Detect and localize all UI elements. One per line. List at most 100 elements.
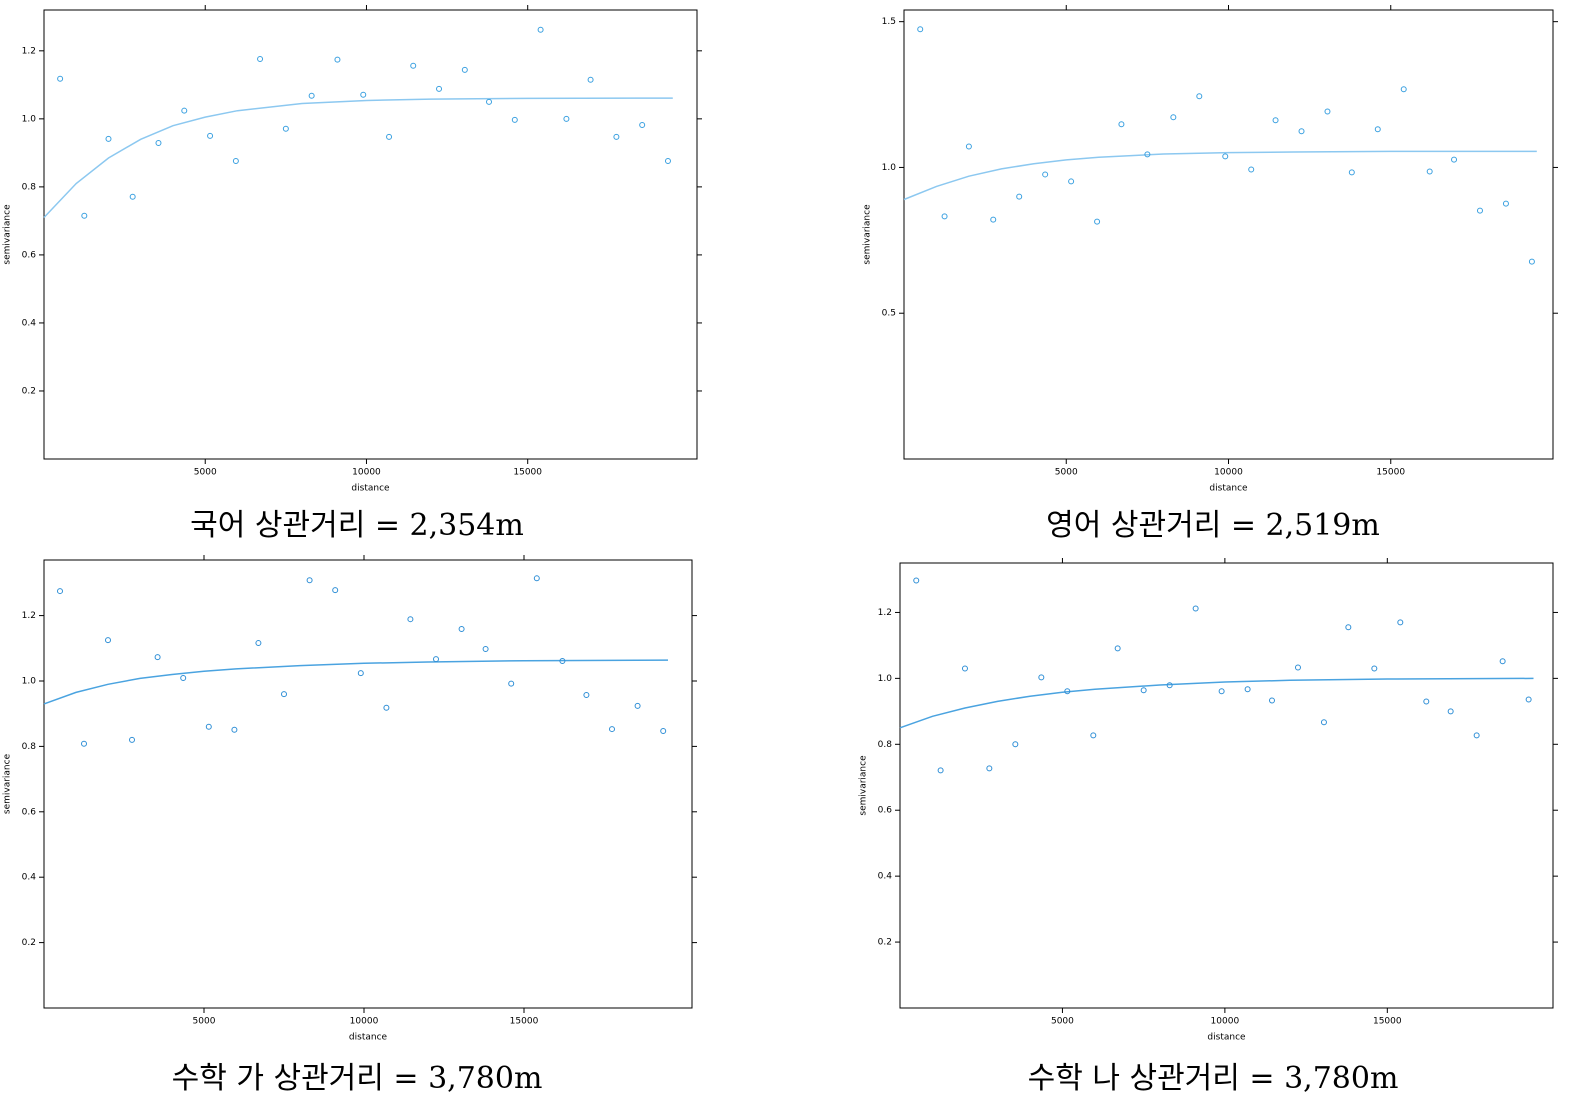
point [1064,688,1071,695]
point [436,85,443,92]
point [1272,117,1279,124]
point [563,115,570,122]
x-tick-label: 15000 [513,468,542,478]
point [207,132,214,139]
y-axis-label: semivariance [3,753,13,814]
x-tick-label: 5000 [1051,1017,1074,1027]
x-tick-label: 10000 [352,468,381,478]
x-axis-label: distance [349,1033,388,1043]
point [1451,156,1458,163]
point [281,691,287,698]
point [1502,200,1509,207]
point [1192,605,1199,612]
point [1016,193,1023,200]
caption: 수학 가 상관거리 = 3,780m [172,1061,543,1096]
point [1140,687,1147,694]
fit-line [43,659,669,705]
y-tick-label: 1.0 [882,163,897,173]
point [282,125,289,132]
point [1371,665,1378,672]
point [1447,708,1454,715]
point [986,765,993,772]
point [1298,128,1305,135]
point [913,577,920,584]
y-tick-label: 0.8 [22,742,37,752]
point [232,158,239,165]
x-tick-label: 15000 [1373,1017,1402,1027]
point [1525,696,1532,703]
point [1528,258,1535,265]
point [533,575,540,582]
point [360,91,367,98]
point [357,670,364,677]
y-tick-label: 0.8 [878,740,893,750]
point [461,66,468,73]
plot-frame [899,562,1554,1009]
point [180,675,187,682]
point [1166,682,1173,689]
y-tick-label: 0.6 [878,806,893,816]
y-tick-label: 0.2 [22,938,36,948]
x-tick-label: 5000 [194,468,217,478]
panel: 0.2 0.4 0.6 0.8 1.0 1.2 5000 10000 15000 distance… [3,555,697,1096]
y-tick-label: 1.2 [22,46,36,56]
point [1476,207,1483,214]
y-axis-label: semivariance [3,204,13,265]
point [129,736,135,743]
point [537,26,544,33]
point [1294,664,1301,671]
point [181,107,188,114]
y-tick-label: 1.0 [22,114,37,124]
point [609,726,615,733]
y-tick-label: 1.0 [22,676,37,686]
point [1244,686,1251,693]
point [1345,624,1352,631]
point [508,680,515,687]
point [458,625,465,632]
point [255,640,262,647]
y-axis-label: semivariance [859,755,869,816]
point [1423,698,1430,705]
point [383,704,390,711]
x-axis-label: distance [1207,1033,1246,1043]
point [386,133,393,140]
point [257,55,264,62]
point [990,216,997,223]
point [961,665,968,672]
point [1196,93,1203,100]
point [1218,688,1225,695]
point [1248,166,1255,173]
y-tick-label: 1.2 [878,608,892,618]
point [231,726,238,733]
plot-frame [43,9,698,460]
y-tick-label: 0.5 [882,309,896,319]
x-axis-label: distance [351,484,390,494]
y-tick-label: 0.2 [878,938,892,948]
point [1114,645,1121,652]
point [1473,732,1480,739]
point [1094,218,1101,225]
point [559,658,566,665]
caption: 국어 상관거리 = 2,354m [190,508,524,543]
x-tick-label: 10000 [1214,468,1243,478]
x-tick-label: 15000 [1376,468,1405,478]
y-tick-label: 1.5 [882,17,896,27]
y-tick-label: 0.8 [22,182,37,192]
point [129,193,136,200]
point [308,92,315,99]
point [664,158,671,165]
point [1320,719,1327,726]
point [1038,674,1045,681]
point [1118,121,1125,128]
point [81,212,88,219]
x-tick-label: 10000 [1211,1017,1240,1027]
panel: 0.2 0.4 0.6 0.8 1.0 1.2 5000 10000 15000 distance… [859,558,1558,1096]
y-tick-label: 0.4 [878,872,893,882]
fit-line [903,150,1537,201]
point [1090,732,1097,739]
point [1499,658,1506,665]
point [1144,151,1151,158]
fit-line [899,677,1534,729]
y-tick-label: 0.2 [22,386,36,396]
